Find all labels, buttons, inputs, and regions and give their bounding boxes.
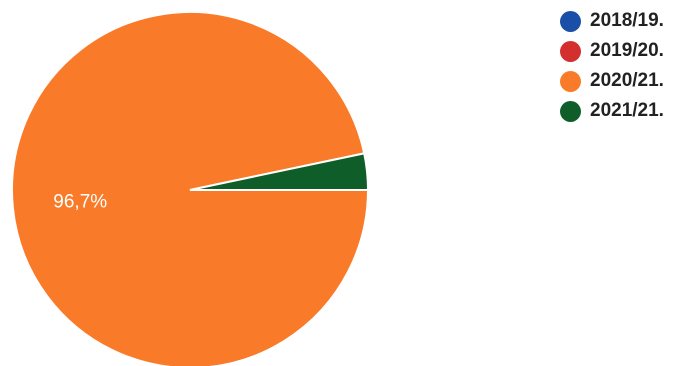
chart-legend: 2018/19. 2019/20. 2020/21. 2021/21. — [560, 10, 664, 122]
legend-swatch-2021-21 — [560, 100, 581, 122]
legend-swatch-2018-19 — [560, 10, 581, 32]
legend-item-2018-19[interactable]: 2018/19. — [560, 10, 664, 32]
legend-item-2021-21[interactable]: 2021/21. — [560, 100, 664, 122]
legend-label-2019-20: 2019/20. — [590, 40, 664, 61]
pie-data-label: 96,7% — [53, 191, 107, 212]
legend-label-2020-21: 2020/21. — [590, 70, 664, 91]
pie-slice-2021-21[interactable] — [189, 152, 370, 191]
legend-label-2021-21: 2021/21. — [590, 100, 664, 121]
legend-item-2020-21[interactable]: 2020/21. — [560, 70, 664, 92]
legend-label-2018-19: 2018/19. — [590, 10, 664, 31]
legend-swatch-2019-20 — [560, 40, 581, 62]
legend-swatch-2020-21 — [560, 70, 581, 92]
legend-item-2019-20[interactable]: 2019/20. — [560, 40, 664, 62]
